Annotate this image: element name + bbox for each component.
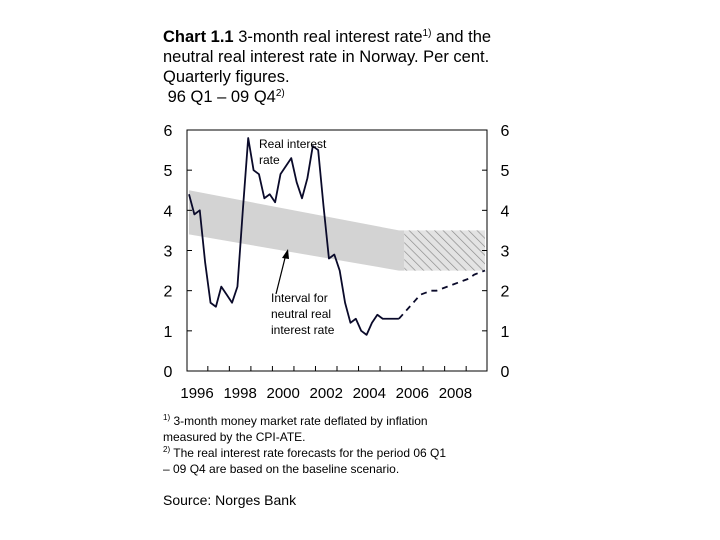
x-tick-label: 2002: [310, 385, 343, 402]
footnote-2-mark: 2): [163, 445, 171, 454]
footnote-2-line2: – 09 Q4 are based on the baseline scenar…: [163, 462, 400, 476]
y-tick-label-right: 0: [501, 364, 510, 381]
interval-arrow-line: [275, 253, 287, 295]
interval-label-line1: Interval for: [271, 291, 328, 305]
x-tick-label: 2004: [353, 385, 386, 402]
footnote-2-line1: The real interest rate forecasts for the…: [170, 446, 447, 460]
real-rate-label-line1: Real interest: [259, 137, 327, 151]
y-tick-label-right: 4: [501, 203, 510, 220]
chart-title: Chart 1.1 3-month real interest rate1) a…: [163, 27, 563, 107]
neutral-interval-band: [189, 190, 405, 271]
y-tick-label-right: 5: [501, 163, 510, 180]
y-tick-label-right: 2: [501, 284, 510, 301]
chart-title-line1-end: and the: [431, 28, 492, 46]
footnote-1-line2: measured by the CPI-ATE.: [163, 430, 306, 444]
y-tick-label-right: 3: [501, 244, 510, 261]
y-tick-label-left: 3: [164, 244, 173, 261]
real-rate-line: [188, 137, 399, 336]
x-tick-label: 2000: [266, 385, 299, 402]
footnote-1: 1) 3-month money market rate deflated by…: [163, 413, 583, 445]
source-note: Source: Norges Bank: [163, 492, 297, 508]
chart-title-prefix: Chart 1.1: [163, 28, 234, 46]
chart-title-line4: 96 Q1 – 09 Q4: [163, 88, 276, 106]
footnote-1-mark: 1): [163, 413, 171, 422]
interval-label-line2: neutral real: [271, 307, 331, 321]
x-tick-label: 1998: [223, 385, 256, 402]
chart-title-sup1: 1): [422, 28, 432, 39]
y-tick-label-left: 1: [164, 324, 173, 341]
y-tick-label-right: 1: [501, 324, 510, 341]
real-rate-label-line2: rate: [259, 153, 280, 167]
x-tick-label: 2008: [439, 385, 472, 402]
footnote-2: 2) The real interest rate forecasts for …: [163, 445, 583, 477]
y-tick-label-left: 4: [164, 203, 173, 220]
chart-title-sup2: 2): [275, 88, 285, 99]
interval-label-line3: interest rate: [271, 323, 335, 337]
chart-title-line3: Quarterly figures.: [163, 68, 290, 86]
x-tick-label: 2006: [396, 385, 429, 402]
y-tick-label-left: 2: [164, 284, 173, 301]
chart-title-line2: neutral real interest rate in Norway. Pe…: [163, 48, 490, 66]
real-rate-forecast-line: [398, 269, 486, 320]
y-tick-label-left: 5: [164, 163, 173, 180]
y-tick-label-left: 6: [164, 123, 173, 140]
y-tick-label-left: 0: [164, 364, 173, 381]
x-tick-label: 1996: [180, 385, 213, 402]
y-tick-label-right: 6: [501, 123, 510, 140]
interval-arrow-head: [282, 249, 289, 259]
chart-title-line1: 3-month real interest rate: [233, 28, 423, 46]
neutral-interval-forecast-band: [404, 230, 485, 271]
footnote-1-line1: 3-month money market rate deflated by in…: [170, 414, 428, 428]
